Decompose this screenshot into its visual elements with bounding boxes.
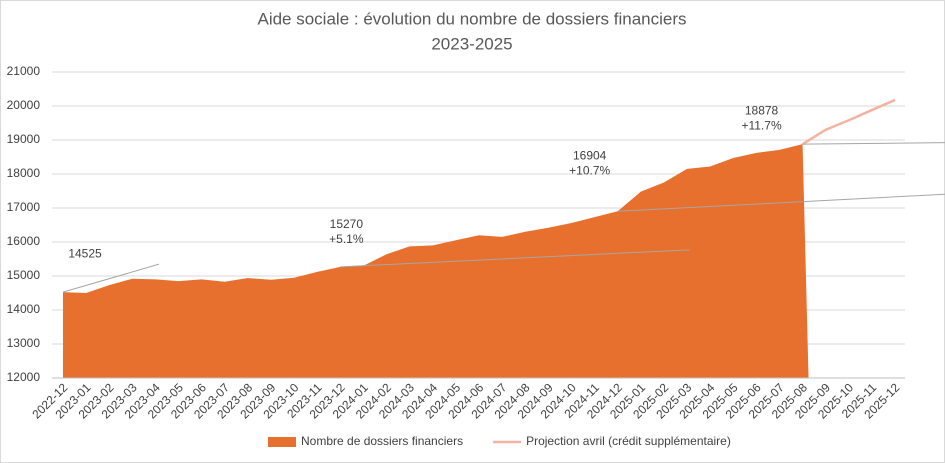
y-tick-label: 12000 — [7, 370, 41, 384]
y-tick-label: 16000 — [7, 234, 41, 248]
y-tick-label: 15000 — [7, 268, 41, 282]
y-tick-label: 13000 — [7, 336, 41, 350]
annotation: 14525 — [68, 246, 102, 260]
legend-label: Nombre de dossiers financiers — [301, 434, 463, 448]
annotation-leader — [62, 263, 160, 293]
legend-swatch — [268, 437, 296, 447]
area — [63, 144, 809, 378]
legend-label: Projection avril (crédit supplémentaire) — [526, 434, 731, 448]
y-tick-label: 19000 — [7, 132, 41, 146]
chart-title: Aide sociale : évolution du nombre de do… — [257, 9, 686, 28]
y-tick-label: 14000 — [7, 302, 41, 316]
line — [801, 98, 896, 146]
annotation: 16904 — [573, 148, 607, 162]
y-tick-label: 17000 — [7, 200, 41, 214]
annotation-leader — [617, 193, 945, 212]
y-tick-label: 20000 — [7, 98, 41, 112]
y-tick-label: 18000 — [7, 166, 41, 180]
annotation: +10.7% — [569, 163, 610, 177]
annotation-leader — [802, 142, 945, 145]
annotation: +11.7% — [741, 118, 781, 132]
annotation: 18878 — [745, 103, 779, 117]
chart-subtitle: 2023-2025 — [431, 34, 512, 53]
annotation-leader — [340, 249, 690, 268]
annotation: 15270 — [330, 217, 364, 231]
annotation: +5.1% — [329, 232, 364, 246]
y-tick-label: 21000 — [7, 64, 41, 78]
